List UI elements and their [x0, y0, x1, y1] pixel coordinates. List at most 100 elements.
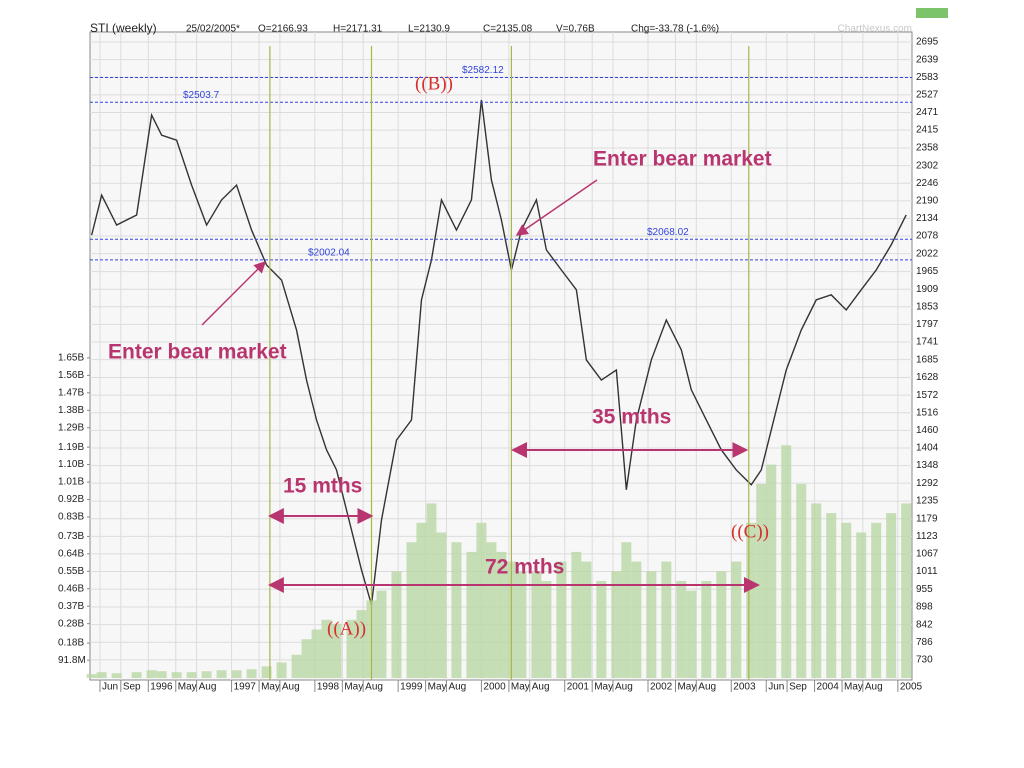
source: ChartNexus.com [838, 24, 912, 35]
y-tick-label: 1685 [916, 354, 939, 365]
y-tick-label: 2246 [916, 178, 939, 189]
volume-bar [646, 571, 657, 678]
x-tick-label: 2004 [817, 682, 840, 693]
volume-bar [146, 670, 157, 678]
y2-tick-label: 1.01B [58, 477, 84, 488]
x-tick-label: May [344, 682, 363, 693]
y2-tick-label: 0.18B [58, 638, 84, 649]
volume-bar [476, 522, 487, 678]
volume-bar [661, 561, 672, 678]
volume-bar [186, 672, 197, 678]
annotation: Enter bear market [593, 148, 772, 171]
pointer-arrow [515, 179, 598, 236]
y-tick-label: 1572 [916, 390, 939, 401]
y-tick-label: 1179 [916, 513, 938, 524]
volume-bar [581, 561, 592, 678]
y-tick-label: 1348 [916, 460, 939, 471]
level-label: $2002.04 [308, 248, 350, 259]
y-tick-label: 1123 [916, 531, 938, 542]
y2-tick-label: 1.29B [58, 422, 84, 433]
x-tick-label: Aug [865, 682, 883, 693]
annotation: ((B)) [415, 73, 453, 94]
x-tick-label: 1998 [317, 682, 340, 693]
x-tick-label: Sep [123, 682, 141, 693]
y2-tick-label: 0.46B [58, 583, 84, 594]
header-text: O=2166.93 [258, 24, 308, 35]
level-label: $2503.7 [183, 90, 220, 101]
volume-bar [171, 672, 182, 678]
x-tick-label: May [261, 682, 280, 693]
y-tick-label: 2471 [916, 107, 939, 118]
x-tick-label: 2005 [900, 682, 923, 693]
pointer-arrow [201, 260, 267, 326]
volume-bar [611, 571, 622, 678]
y-tick-label: 2134 [916, 213, 939, 224]
volume-bar [96, 672, 107, 678]
y-tick-label: 2415 [916, 125, 939, 136]
y-tick-label: 1628 [916, 372, 939, 383]
volume-bar [156, 671, 167, 678]
volume-bar [216, 670, 227, 678]
x-tick-label: 1996 [150, 682, 173, 693]
x-tick-label: May [511, 682, 530, 693]
volume-bar [701, 581, 712, 678]
volume-bar [331, 623, 342, 678]
x-tick-label: May [594, 682, 613, 693]
volume-bar [686, 590, 697, 678]
y-tick-label: 2639 [916, 54, 939, 65]
y-tick-label: 2190 [916, 195, 939, 206]
x-tick-label: 1997 [234, 682, 257, 693]
volume-bar [571, 551, 582, 678]
header-text: STI (weekly) [90, 21, 157, 35]
y-tick-label: 1460 [916, 425, 939, 436]
volume-bar [451, 542, 462, 678]
volume-bar [436, 532, 447, 678]
y-tick-label: 786 [916, 637, 933, 648]
volume-bar [86, 674, 97, 678]
level-label: $2068.02 [647, 227, 689, 238]
y2-tick-label: 0.92B [58, 494, 84, 505]
price-line [90, 99, 907, 606]
x-tick-label: May [428, 682, 447, 693]
volume-bar [516, 571, 527, 678]
volume-bar [826, 513, 837, 678]
y2-tick-label: 1.56B [58, 370, 84, 381]
volume-bar [541, 581, 552, 678]
price-badge [916, 8, 948, 18]
volume-bar [356, 610, 367, 678]
x-tick-label: Aug [365, 682, 383, 693]
annotation: ((C)) [731, 521, 769, 542]
volume-bar [291, 654, 302, 678]
volume-bar [631, 561, 642, 678]
volume-bar [756, 484, 767, 678]
volume-bar [531, 571, 542, 678]
volume-bar [111, 673, 122, 678]
span-label: 15 mths [283, 475, 362, 498]
y-tick-label: 2022 [916, 248, 939, 259]
volume-bar [416, 522, 427, 678]
volume-bar [871, 522, 882, 678]
x-tick-label: May [844, 682, 863, 693]
y-tick-label: 1741 [916, 337, 939, 348]
volume-bar [486, 542, 497, 678]
annotation: ((A)) [327, 618, 366, 639]
x-tick-label: 1999 [400, 682, 423, 693]
y-tick-label: 955 [916, 584, 933, 595]
x-tick-label: 2001 [567, 682, 590, 693]
y-tick-label: 898 [916, 602, 933, 613]
volume-bar [901, 503, 912, 678]
x-tick-label: Aug [615, 682, 633, 693]
volume-bar [301, 639, 312, 678]
x-tick-label: Aug [698, 682, 716, 693]
y-tick-label: 1965 [916, 266, 939, 277]
y2-tick-label: 0.28B [58, 618, 84, 629]
header-text: C=2135.08 [483, 24, 533, 35]
header-text: H=2171.31 [333, 24, 383, 35]
x-tick-label: 2003 [733, 682, 756, 693]
volume-bar [376, 590, 387, 678]
y2-tick-label: 1.65B [58, 353, 84, 364]
y-tick-label: 2527 [916, 90, 939, 101]
x-tick-label: Jun [768, 682, 784, 693]
volume-bar [886, 513, 897, 678]
